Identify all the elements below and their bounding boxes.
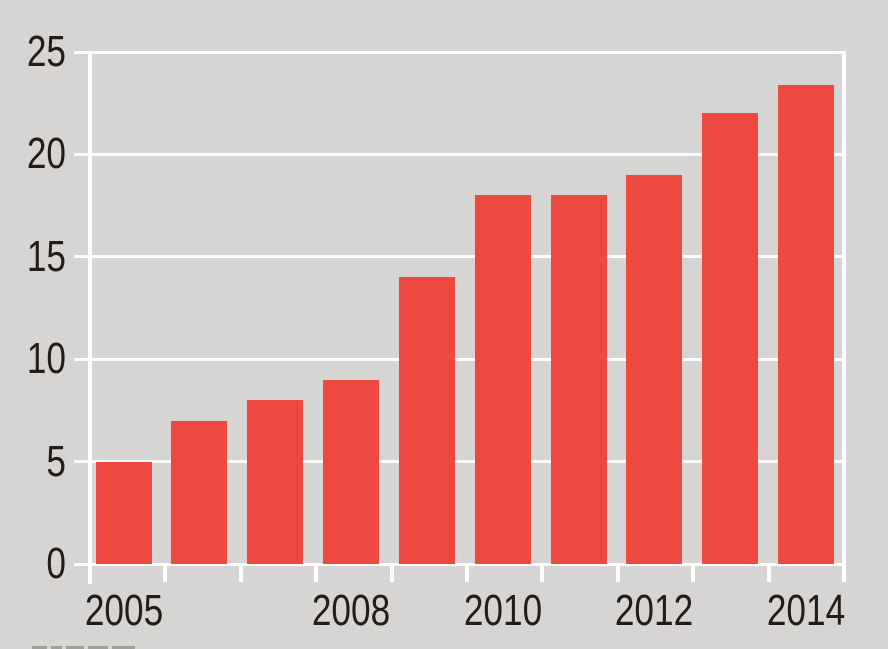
x-axis-tick-label-2012: 2012	[615, 586, 694, 635]
y-axis-tick-label-20: 20	[26, 129, 66, 179]
bar-2011	[550, 195, 607, 564]
gridline-y-0	[74, 562, 846, 566]
x-axis-tick	[163, 564, 168, 582]
x-axis-tick-label-2005: 2005	[84, 586, 163, 635]
bar-2008	[323, 379, 380, 564]
bar-2010	[474, 195, 531, 564]
bar-2014	[778, 84, 835, 564]
x-axis-tick	[314, 564, 319, 582]
x-axis-tick-label-2014: 2014	[766, 586, 846, 635]
y-axis-tick-label-0: 0	[46, 539, 66, 588]
bar-2009	[398, 277, 455, 564]
bar-2006	[171, 420, 228, 564]
x-axis-tick	[766, 564, 771, 582]
bar-2005	[95, 461, 152, 564]
gridline-y-25	[74, 50, 846, 54]
gridline-y-20	[74, 152, 846, 156]
plot-right-border	[842, 52, 846, 582]
x-axis-tick	[238, 564, 243, 582]
y-axis-tick-label-5: 5	[46, 436, 66, 486]
x-axis-tick-label-2010: 2010	[463, 586, 542, 635]
cropped-text-fragment	[51, 646, 62, 649]
cropped-text-fragment	[32, 646, 47, 649]
x-axis-tick-label-2008: 2008	[311, 586, 391, 635]
x-axis-tick	[615, 564, 620, 582]
bar-2012	[626, 174, 683, 564]
y-axis-tick-label-25: 25	[26, 27, 66, 76]
gridline-y-15	[74, 255, 846, 259]
x-axis-tick	[691, 564, 696, 582]
bar-2013	[702, 113, 759, 564]
y-axis-line	[88, 52, 92, 584]
y-axis-tick-label-10: 10	[26, 334, 66, 384]
x-axis-tick	[465, 564, 469, 582]
x-axis-tick	[389, 564, 394, 582]
cropped-text-fragment	[88, 646, 108, 649]
cropped-text-fragment	[66, 646, 84, 649]
bar-2007	[247, 400, 304, 564]
x-axis-tick	[540, 564, 545, 582]
y-axis-tick-label-15: 15	[26, 231, 66, 281]
cropped-text-fragment	[112, 646, 135, 649]
gridline-y-10	[74, 357, 846, 361]
gridline-y-5	[74, 460, 846, 464]
